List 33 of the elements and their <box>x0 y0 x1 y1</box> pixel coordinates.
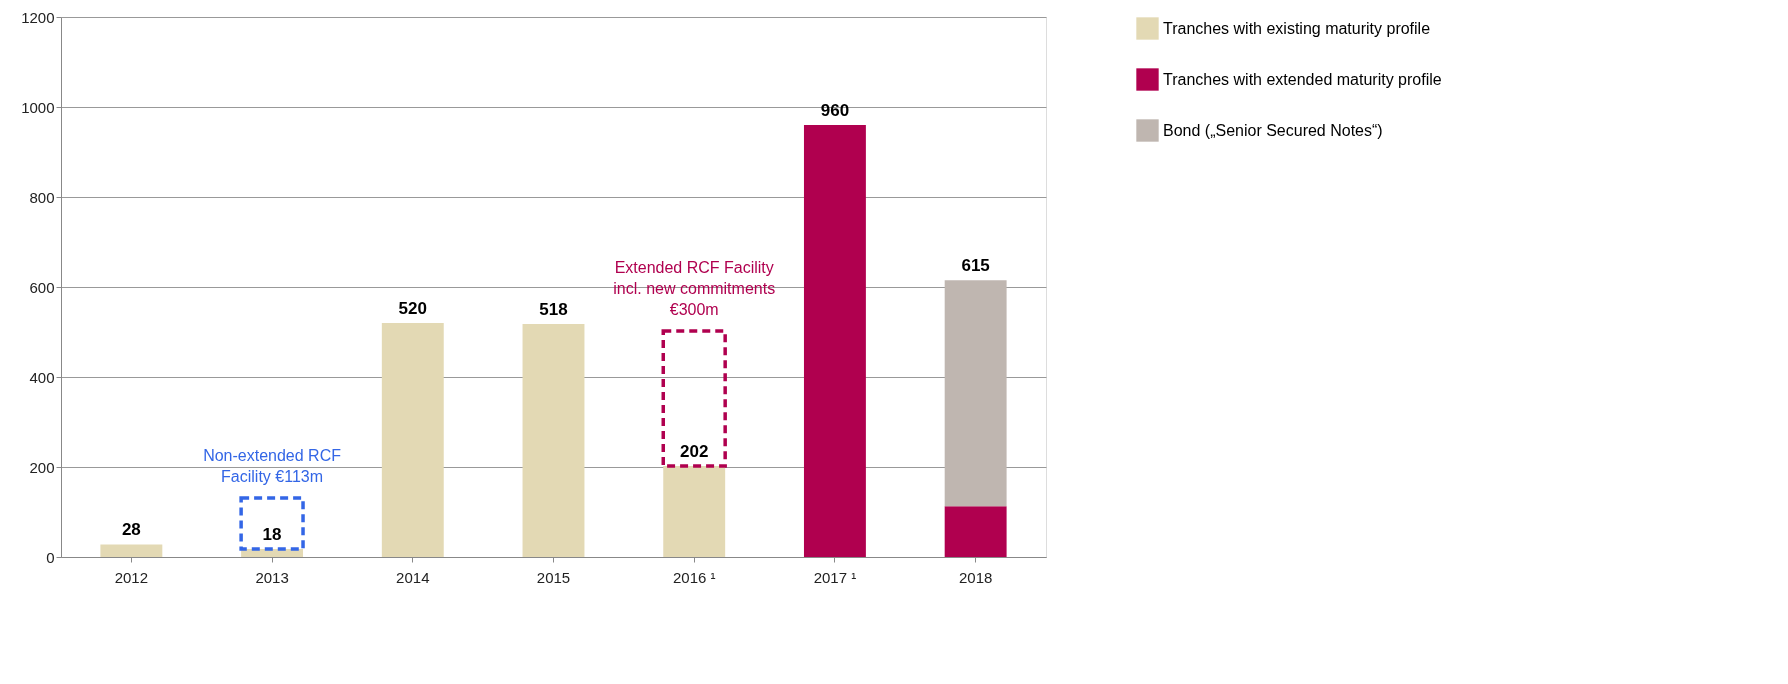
bar <box>803 125 866 557</box>
x-tick-label: 2012 <box>114 568 149 586</box>
bar <box>663 466 726 557</box>
annotation: Non-extended RCF Facility €113m <box>203 447 342 486</box>
bar <box>100 544 163 557</box>
x-tick-label: 2015 <box>536 568 571 586</box>
annotation: Extended RCF Facility incl. new commitments €300m <box>613 259 776 319</box>
y-tick-label: 1200 <box>21 8 55 26</box>
bar <box>944 506 1007 557</box>
y-tick-label: 800 <box>29 188 55 206</box>
data-label: 202 <box>680 442 709 462</box>
legend-label: Bond („Senior Secured Notes“) <box>1163 121 1383 139</box>
y-tick-label: 1000 <box>21 98 55 116</box>
legend-label: Tranches with extended maturity profile <box>1163 70 1442 88</box>
bar <box>381 323 444 557</box>
total-label: 615 <box>961 256 990 276</box>
x-tick-label: 2013 <box>255 568 289 586</box>
bar <box>522 323 585 557</box>
x-tick-label: 2018 <box>958 568 993 586</box>
x-tick-label: 2017 ¹ <box>813 568 857 586</box>
data-label: 518 <box>539 299 568 319</box>
y-tick-label: 400 <box>29 368 55 386</box>
data-label: 28 <box>121 520 141 540</box>
bar <box>944 280 1007 507</box>
y-tick-label: 200 <box>29 458 55 476</box>
data-label: 960 <box>820 101 850 120</box>
x-tick-label: 2016 ¹ <box>672 568 716 586</box>
x-tick-label: 2014 <box>396 568 430 586</box>
data-label: 520 <box>398 299 427 318</box>
y-tick-label: 0 <box>46 548 55 566</box>
legend-label: Tranches with existing maturity profile <box>1163 19 1431 37</box>
y-tick-label: 600 <box>29 278 55 296</box>
data-label: 18 <box>262 524 282 544</box>
